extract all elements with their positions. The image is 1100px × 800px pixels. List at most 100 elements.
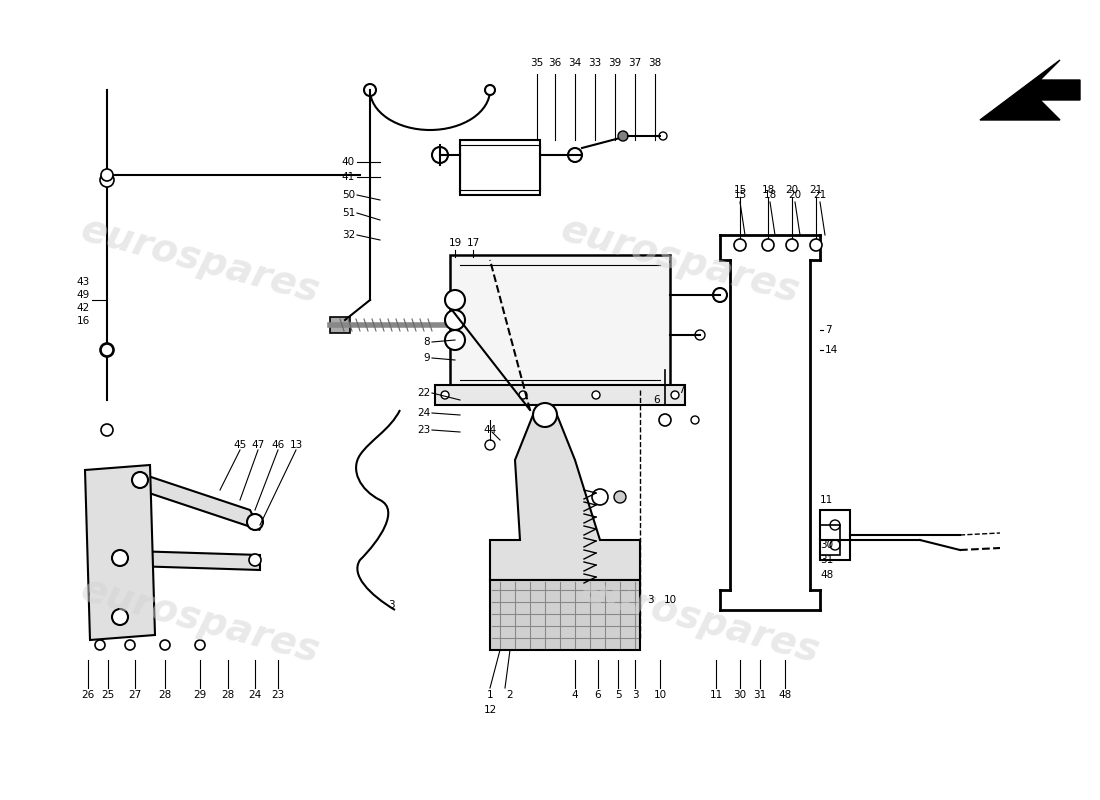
Text: 42: 42 — [77, 303, 90, 313]
Circle shape — [614, 491, 626, 503]
Text: 51: 51 — [342, 208, 355, 218]
Text: 15: 15 — [734, 190, 747, 200]
Circle shape — [248, 514, 263, 530]
Text: 31: 31 — [820, 555, 834, 565]
Text: 18: 18 — [763, 190, 777, 200]
Circle shape — [734, 239, 746, 251]
Text: 39: 39 — [608, 58, 622, 68]
Bar — [820, 510, 850, 560]
Text: 46: 46 — [272, 440, 285, 450]
Text: eurospares: eurospares — [557, 210, 804, 310]
Circle shape — [364, 84, 376, 96]
Circle shape — [249, 554, 261, 566]
Text: 28: 28 — [158, 690, 172, 700]
Text: 50: 50 — [342, 190, 355, 200]
Text: 7: 7 — [825, 325, 832, 335]
Circle shape — [786, 239, 798, 251]
Text: 30: 30 — [734, 690, 747, 700]
Text: 23: 23 — [417, 425, 430, 435]
Text: 35: 35 — [530, 58, 543, 68]
Polygon shape — [980, 60, 1080, 120]
Text: 6: 6 — [653, 395, 660, 405]
Circle shape — [95, 640, 104, 650]
Text: 24: 24 — [249, 690, 262, 700]
Bar — [460, 145, 540, 190]
Text: 23: 23 — [272, 690, 285, 700]
Text: 30: 30 — [820, 540, 833, 550]
Text: eurospares: eurospares — [76, 570, 323, 670]
Text: 10: 10 — [653, 690, 667, 700]
Text: 34: 34 — [569, 58, 582, 68]
Text: 11: 11 — [820, 495, 834, 505]
Text: 20: 20 — [785, 185, 799, 195]
Text: 21: 21 — [810, 185, 823, 195]
Text: 5: 5 — [615, 690, 622, 700]
Bar — [330, 317, 350, 333]
Circle shape — [762, 239, 774, 251]
Bar — [450, 255, 670, 390]
Text: 49: 49 — [77, 290, 90, 300]
Text: 2: 2 — [507, 690, 514, 700]
Bar — [460, 140, 540, 195]
Text: 38: 38 — [648, 58, 661, 68]
Text: 37: 37 — [628, 58, 641, 68]
Text: 33: 33 — [588, 58, 602, 68]
Text: 3: 3 — [388, 600, 395, 610]
Circle shape — [100, 343, 114, 357]
Polygon shape — [490, 410, 640, 580]
Text: 8: 8 — [424, 337, 430, 347]
Text: 1: 1 — [486, 690, 493, 700]
Text: 41: 41 — [342, 172, 355, 182]
Text: 21: 21 — [813, 190, 826, 200]
Text: 36: 36 — [549, 58, 562, 68]
Text: 13: 13 — [289, 440, 302, 450]
Text: 32: 32 — [342, 230, 355, 240]
Circle shape — [534, 403, 557, 427]
Text: eurospares: eurospares — [76, 210, 323, 310]
Circle shape — [101, 344, 113, 356]
Circle shape — [810, 239, 822, 251]
Text: 20: 20 — [789, 190, 802, 200]
Circle shape — [592, 391, 600, 399]
Text: 24: 24 — [417, 408, 430, 418]
Circle shape — [125, 640, 135, 650]
Text: 9: 9 — [424, 353, 430, 363]
Bar — [820, 525, 840, 555]
Text: 48: 48 — [779, 690, 792, 700]
Polygon shape — [100, 550, 260, 570]
Text: 19: 19 — [449, 238, 462, 248]
Circle shape — [441, 391, 449, 399]
Circle shape — [671, 391, 679, 399]
Text: 14: 14 — [825, 345, 838, 355]
Text: 16: 16 — [77, 316, 90, 326]
Circle shape — [160, 640, 170, 650]
Text: 4: 4 — [572, 690, 579, 700]
Polygon shape — [130, 470, 260, 530]
Text: 7: 7 — [679, 385, 685, 395]
Circle shape — [485, 85, 495, 95]
Text: 40: 40 — [342, 157, 355, 167]
Circle shape — [112, 550, 128, 566]
Text: 11: 11 — [710, 690, 723, 700]
Circle shape — [132, 472, 148, 488]
Text: 12: 12 — [483, 705, 496, 715]
Polygon shape — [85, 465, 155, 640]
Text: eurospares: eurospares — [576, 570, 824, 670]
Text: 26: 26 — [81, 690, 95, 700]
Circle shape — [112, 609, 128, 625]
Text: 22: 22 — [417, 388, 430, 398]
Polygon shape — [434, 385, 685, 405]
Text: 47: 47 — [252, 440, 265, 450]
Text: 6: 6 — [595, 690, 602, 700]
Circle shape — [101, 424, 113, 436]
Text: 43: 43 — [77, 277, 90, 287]
Text: 3: 3 — [647, 595, 653, 605]
Text: 18: 18 — [761, 185, 774, 195]
Text: 45: 45 — [233, 440, 246, 450]
Circle shape — [446, 330, 465, 350]
Text: 25: 25 — [101, 690, 114, 700]
Circle shape — [446, 290, 465, 310]
Circle shape — [100, 173, 114, 187]
Text: 31: 31 — [754, 690, 767, 700]
Text: 3: 3 — [631, 690, 638, 700]
